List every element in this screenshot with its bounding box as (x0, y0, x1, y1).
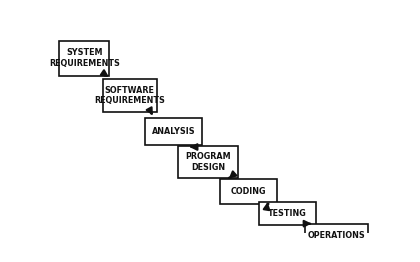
FancyBboxPatch shape (178, 146, 238, 178)
FancyBboxPatch shape (59, 41, 110, 76)
Text: PROGRAM
DESIGN: PROGRAM DESIGN (185, 152, 231, 172)
Text: SYSTEM
REQUIREMENTS: SYSTEM REQUIREMENTS (49, 48, 120, 68)
Text: ANALYSIS: ANALYSIS (152, 127, 196, 136)
Text: OPERATIONS: OPERATIONS (307, 231, 365, 240)
FancyBboxPatch shape (305, 224, 368, 247)
Text: SOFTWARE
REQUIREMENTS: SOFTWARE REQUIREMENTS (94, 86, 165, 105)
FancyBboxPatch shape (145, 118, 202, 145)
FancyBboxPatch shape (259, 202, 316, 225)
FancyBboxPatch shape (103, 79, 157, 112)
Text: CODING: CODING (231, 187, 266, 196)
Text: TESTING: TESTING (268, 209, 307, 218)
FancyBboxPatch shape (220, 179, 277, 204)
